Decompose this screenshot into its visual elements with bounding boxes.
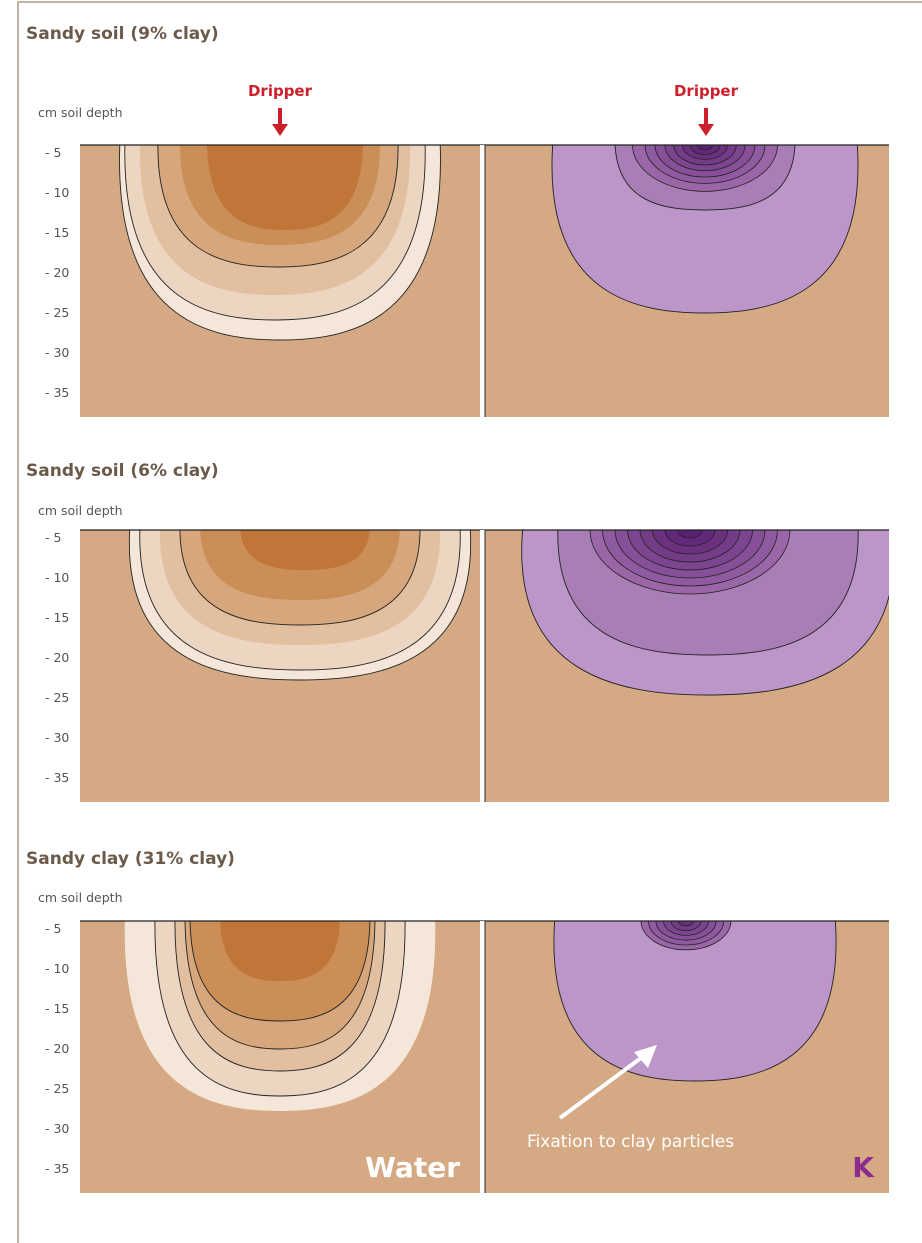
depth-tick: - 5 <box>45 921 61 936</box>
depth-label: cm soil depth <box>38 503 123 518</box>
k-ring <box>677 530 703 539</box>
water-contour <box>240 530 370 570</box>
dripper-arrow <box>698 108 714 136</box>
depth-tick: - 20 <box>45 265 69 280</box>
depth-tick: - 10 <box>45 961 69 976</box>
annotation-arrow-head <box>634 1045 657 1068</box>
section-title: Sandy soil (6% clay) <box>26 461 219 481</box>
dripper-label: Dripper <box>674 82 739 100</box>
depth-tick: - 35 <box>45 1161 69 1176</box>
section-title: Sandy soil (9% clay) <box>26 24 219 44</box>
plume <box>124 921 436 1111</box>
annotation-arrow-line <box>558 1053 647 1120</box>
annotation: Fixation to clay particles <box>527 1132 734 1152</box>
depth-tick: - 30 <box>45 345 69 360</box>
depth-tick: - 5 <box>45 530 61 545</box>
depth-label: cm soil depth <box>38 105 123 120</box>
depth-tick: - 10 <box>45 185 69 200</box>
depth-tick: - 30 <box>45 730 69 745</box>
water-label: Water <box>365 1151 460 1184</box>
depth-tick: - 15 <box>45 610 69 625</box>
depth-tick: - 20 <box>45 650 69 665</box>
plume <box>551 145 859 314</box>
frame <box>17 1 922 1243</box>
k-contour <box>553 921 837 1082</box>
water-contour <box>220 921 340 981</box>
depth-tick: - 35 <box>45 385 69 400</box>
depth-tick: - 25 <box>45 1081 69 1096</box>
water-contour <box>207 145 363 230</box>
depth-tick: - 35 <box>45 770 69 785</box>
dripper-arrow <box>272 108 288 136</box>
depth-label: cm soil depth <box>38 890 123 905</box>
dripper-label: Dripper <box>248 82 313 100</box>
section-title: Sandy clay (31% clay) <box>26 849 235 869</box>
k-contour <box>551 145 859 314</box>
depth-tick: - 20 <box>45 1041 69 1056</box>
depth-tick: - 25 <box>45 690 69 705</box>
plume <box>128 530 472 681</box>
depth-tick: - 15 <box>45 225 69 240</box>
plume <box>521 530 889 696</box>
k-ring <box>697 145 713 151</box>
plume <box>553 921 837 1082</box>
depth-tick: - 5 <box>45 145 61 160</box>
depth-tick: - 10 <box>45 570 69 585</box>
depth-tick: - 25 <box>45 305 69 320</box>
k-label: K <box>852 1151 875 1184</box>
depth-tick: - 15 <box>45 1001 69 1016</box>
depth-tick: - 30 <box>45 1121 69 1136</box>
plume <box>119 145 441 341</box>
